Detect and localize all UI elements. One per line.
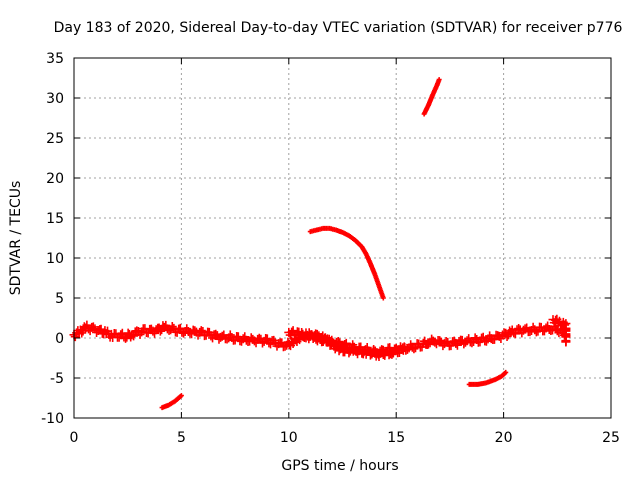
y-tick-label: 0 <box>55 331 64 347</box>
x-tick-label: 0 <box>70 430 79 446</box>
data-point <box>380 295 386 301</box>
x-tick-label: 20 <box>495 430 513 446</box>
data-point <box>435 336 445 346</box>
series-arc-low-right <box>466 369 509 387</box>
x-axis-title: GPS time / hours <box>281 458 398 474</box>
y-tick-label: 35 <box>46 51 64 67</box>
y-axis-title: SDTVAR / TECUs <box>8 181 24 296</box>
data-point <box>328 337 338 347</box>
x-tick-label: 15 <box>387 430 405 446</box>
data-point <box>409 344 419 354</box>
series-arc-top <box>421 77 442 117</box>
data-point <box>262 334 272 344</box>
data-point <box>178 393 184 399</box>
data-point <box>167 322 177 332</box>
x-tick-labels: 0 5 10 15 20 25 <box>70 430 620 446</box>
chart-title: Day 183 of 2020, Sidereal Day-to-day VTE… <box>54 20 623 36</box>
data-point <box>155 326 165 336</box>
data-point <box>510 329 520 339</box>
axis-ticks <box>73 57 612 419</box>
data-point <box>561 337 571 347</box>
grid-lines <box>74 58 611 418</box>
data-point <box>423 339 433 349</box>
series-arc-high <box>307 225 386 301</box>
plot-frame <box>73 57 612 419</box>
x-tick-label: 5 <box>177 430 186 446</box>
y-tick-label: 25 <box>46 131 64 147</box>
y-tick-label: 30 <box>46 91 64 107</box>
data-point <box>121 333 131 343</box>
y-tick-label: 15 <box>46 211 64 227</box>
data-points <box>69 77 571 411</box>
y-tick-label: -10 <box>41 411 64 427</box>
data-point <box>502 331 512 341</box>
data-point <box>344 348 354 358</box>
x-tick-label: 10 <box>280 430 298 446</box>
y-tick-labels: -10 -5 0 5 10 15 20 25 30 35 <box>41 51 64 427</box>
data-point <box>196 326 206 336</box>
series-secondary-trace <box>284 326 410 361</box>
y-tick-label: 5 <box>55 291 64 307</box>
data-point <box>96 324 106 334</box>
y-tick-label: -5 <box>50 371 64 387</box>
data-point <box>387 349 397 359</box>
data-point <box>436 77 442 83</box>
y-tick-label: 10 <box>46 251 64 267</box>
data-point <box>88 322 98 332</box>
data-point <box>129 331 139 341</box>
y-tick-label: 20 <box>46 171 64 187</box>
data-point <box>400 343 410 353</box>
data-point <box>211 329 221 339</box>
data-point <box>503 369 509 375</box>
series-arc-low-left <box>159 393 184 411</box>
data-point <box>77 328 87 338</box>
x-tick-label: 25 <box>602 430 620 446</box>
series-tail-trace <box>548 314 571 347</box>
